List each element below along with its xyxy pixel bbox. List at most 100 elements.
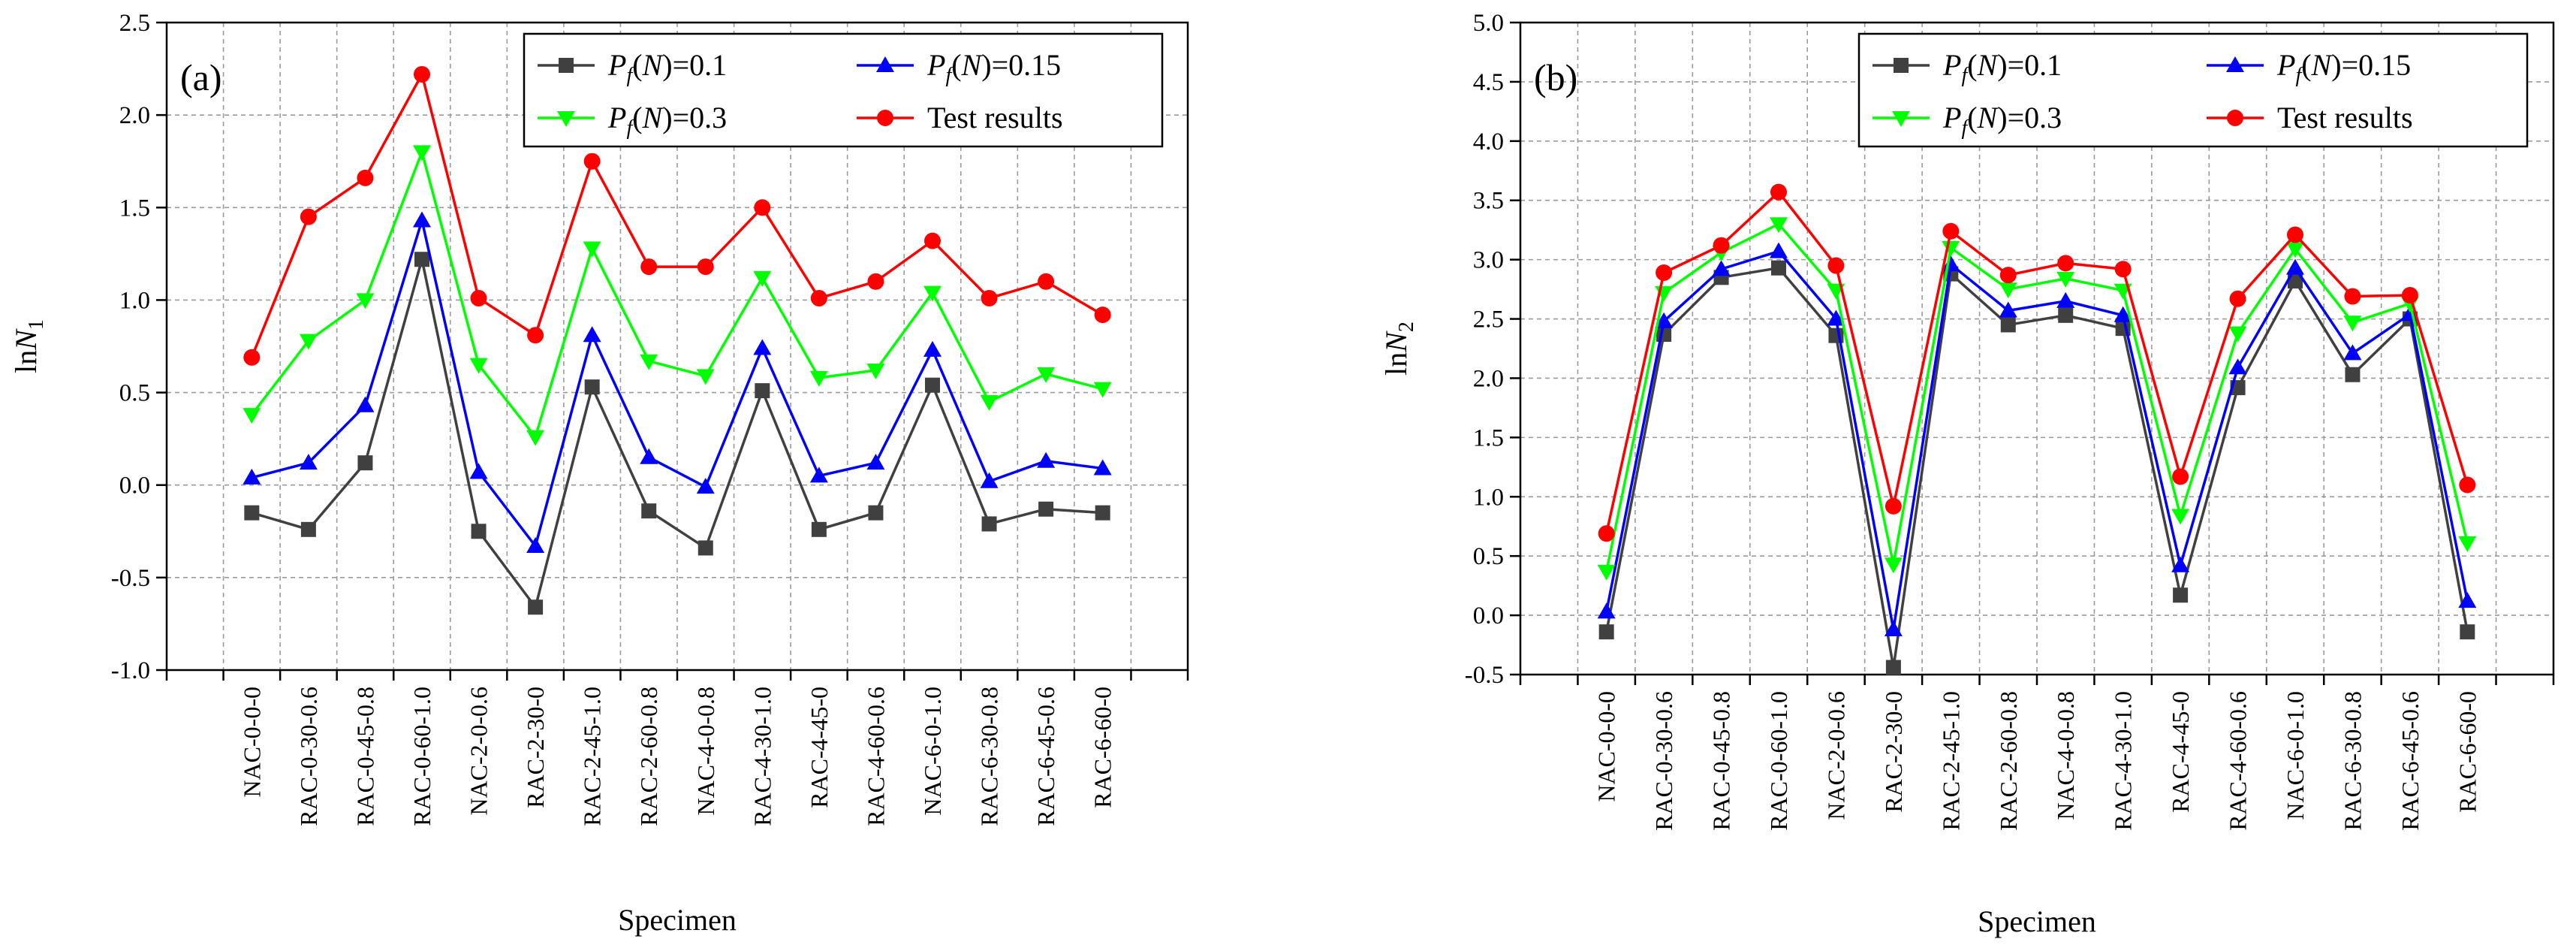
data-point: [981, 289, 998, 306]
data-point: [925, 377, 940, 393]
data-point: [980, 472, 999, 488]
legend-label-close: ): [662, 48, 672, 82]
data-point: [2458, 536, 2477, 552]
data-point: [1712, 260, 1731, 276]
x-axis-title: Specimen: [1978, 904, 2096, 938]
x-tick-label: RAC-2-45-1.0: [1937, 691, 1964, 831]
data-point: [300, 208, 317, 225]
data-point: [243, 349, 261, 366]
data-point: [1597, 602, 1616, 619]
x-tick-label: RAC-0-30-0.6: [295, 687, 322, 826]
legend-label-arg: N: [642, 48, 664, 82]
y-tick-label: 0.5: [119, 380, 150, 407]
legend-label-prefix: P: [607, 48, 626, 82]
x-tick-label: NAC-0-0-0: [238, 687, 265, 798]
data-point: [2057, 255, 2074, 272]
legend-marker: [1894, 58, 1909, 73]
legend-label-value: =0.15: [992, 48, 1062, 82]
data-point: [244, 505, 260, 521]
x-tick-label: RAC-6-60-0: [1089, 687, 1116, 808]
series-a-0: [244, 252, 1110, 615]
data-point: [1999, 267, 2017, 284]
y-tick-label: 4.0: [1473, 128, 1504, 155]
data-point: [697, 540, 713, 556]
data-point: [810, 289, 827, 306]
legend-item: Pf(N)=0.3: [1872, 101, 2062, 140]
panel-label: (b): [1534, 56, 1577, 98]
data-point: [697, 258, 714, 276]
data-point: [2173, 587, 2189, 603]
y-tick-label: 5.0: [1473, 10, 1504, 37]
data-point: [981, 516, 997, 532]
x-tick-label: RAC-4-30-1.0: [2110, 691, 2137, 831]
legend-item: Test results: [2207, 101, 2413, 134]
data-point: [1038, 273, 1055, 290]
x-tick-label: RAC-6-60-0: [2454, 691, 2481, 813]
legend-label-value: =0.15: [2342, 48, 2412, 82]
data-point: [1598, 525, 1615, 542]
legend-label-open: (: [951, 48, 961, 82]
data-point: [299, 454, 318, 470]
data-point: [584, 379, 600, 395]
y-tick-label: 1.5: [119, 195, 150, 222]
legend-marker: [2227, 110, 2243, 126]
legend-label-open: (: [632, 48, 642, 82]
data-point: [2345, 367, 2361, 382]
data-point: [2458, 592, 2477, 608]
legend-label-arg: N: [642, 101, 664, 134]
legend-label-close: ): [1997, 48, 2007, 82]
data-point: [2401, 286, 2418, 303]
data-point: [866, 454, 885, 470]
x-tick-label: RAC-2-45-1.0: [579, 687, 606, 826]
legend-label-prefix: P: [2276, 48, 2295, 82]
data-point: [2171, 556, 2190, 572]
legend-item: Pf(N)=0.1: [538, 48, 727, 87]
y-axis-title-sub: 1: [25, 319, 48, 330]
legend-marker: [557, 111, 575, 127]
legend-label-sub: f: [626, 64, 634, 87]
data-point: [1827, 309, 1845, 326]
y-tick-label: -0.5: [1465, 662, 1504, 689]
data-point: [2288, 273, 2303, 289]
data-point: [640, 448, 658, 464]
series-line: [251, 219, 1103, 548]
data-point: [2171, 509, 2190, 525]
data-point: [1770, 242, 1788, 258]
data-point: [2114, 261, 2132, 278]
x-tick-label: NAC-2-0-0.6: [465, 687, 493, 816]
x-tick-label: RAC-0-45-0.8: [351, 687, 378, 826]
chart-panel-b: -0.5 0.0 0.5 1.0 1.5 2.0 2.5 3.0 3.5 4.0 4.5 5.0 NAC…: [1379, 10, 2555, 938]
legend-label-sub: f: [1961, 64, 1969, 87]
legend-marker: [876, 56, 894, 72]
data-point: [583, 241, 601, 258]
data-point: [1093, 382, 1112, 398]
x-tick-label: RAC-0-45-0.8: [1708, 691, 1735, 831]
data-point: [357, 455, 373, 471]
legend-label: Pf(N)=0.1: [607, 48, 727, 87]
x-tick-label: RAC-6-30-0.8: [976, 687, 1003, 826]
data-point: [809, 370, 828, 387]
data-point: [641, 503, 657, 519]
data-point: [528, 599, 544, 615]
data-point: [2460, 624, 2475, 640]
data-point: [1771, 260, 1786, 276]
data-point: [2114, 306, 2132, 322]
x-tick-label: RAC-4-60-0.6: [2225, 691, 2252, 831]
data-point: [526, 536, 545, 553]
data-point: [754, 199, 771, 216]
x-tick-label: NAC-4-0-0.8: [692, 687, 719, 816]
data-point: [640, 354, 658, 370]
x-tick-label: RAC-6-45-0.6: [1032, 687, 1059, 826]
data-point: [1037, 451, 1056, 468]
y-tick-label: 1.0: [119, 287, 150, 314]
data-point: [1885, 497, 1902, 515]
legend-label-value: =0.3: [673, 101, 728, 134]
data-point: [414, 65, 430, 83]
x-tick-label: NAC-0-0-0: [1593, 691, 1620, 802]
x-tick-label: RAC-0-60-1.0: [408, 687, 435, 826]
x-tick-label: RAC-6-45-0.6: [2397, 691, 2424, 831]
data-point: [868, 505, 884, 521]
data-point: [867, 273, 884, 290]
series-a-2: [243, 145, 1112, 446]
